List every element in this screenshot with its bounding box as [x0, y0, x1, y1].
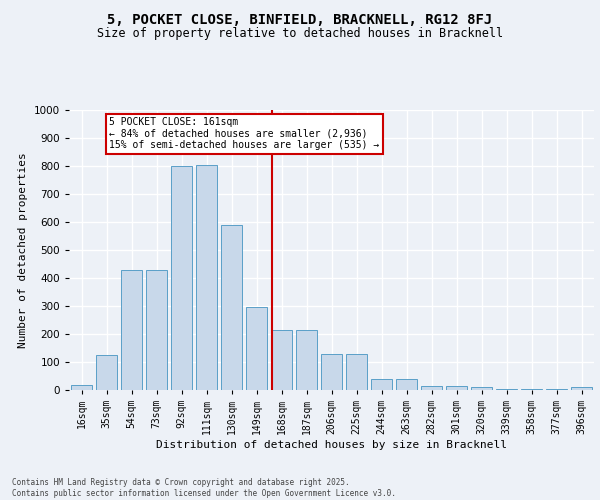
Bar	[496, 388, 517, 390]
Bar	[221, 225, 242, 390]
Bar	[271, 330, 292, 390]
Bar	[371, 379, 392, 390]
Text: Size of property relative to detached houses in Bracknell: Size of property relative to detached ho…	[97, 28, 503, 40]
Text: 5 POCKET CLOSE: 161sqm
← 84% of detached houses are smaller (2,936)
15% of semi-: 5 POCKET CLOSE: 161sqm ← 84% of detached…	[109, 117, 379, 150]
Bar	[396, 379, 417, 390]
Bar	[421, 386, 442, 390]
X-axis label: Distribution of detached houses by size in Bracknell: Distribution of detached houses by size …	[156, 440, 507, 450]
Bar	[521, 389, 542, 390]
Text: 5, POCKET CLOSE, BINFIELD, BRACKNELL, RG12 8FJ: 5, POCKET CLOSE, BINFIELD, BRACKNELL, RG…	[107, 12, 493, 26]
Bar	[296, 330, 317, 390]
Bar	[71, 385, 92, 390]
Text: Contains HM Land Registry data © Crown copyright and database right 2025.
Contai: Contains HM Land Registry data © Crown c…	[12, 478, 396, 498]
Bar	[146, 270, 167, 390]
Bar	[121, 270, 142, 390]
Bar	[321, 354, 342, 390]
Bar	[96, 355, 117, 390]
Bar	[446, 386, 467, 390]
Bar	[246, 308, 267, 390]
Bar	[471, 387, 492, 390]
Bar	[571, 387, 592, 390]
Bar	[171, 166, 192, 390]
Bar	[196, 164, 217, 390]
Bar	[346, 354, 367, 390]
Y-axis label: Number of detached properties: Number of detached properties	[18, 152, 28, 348]
